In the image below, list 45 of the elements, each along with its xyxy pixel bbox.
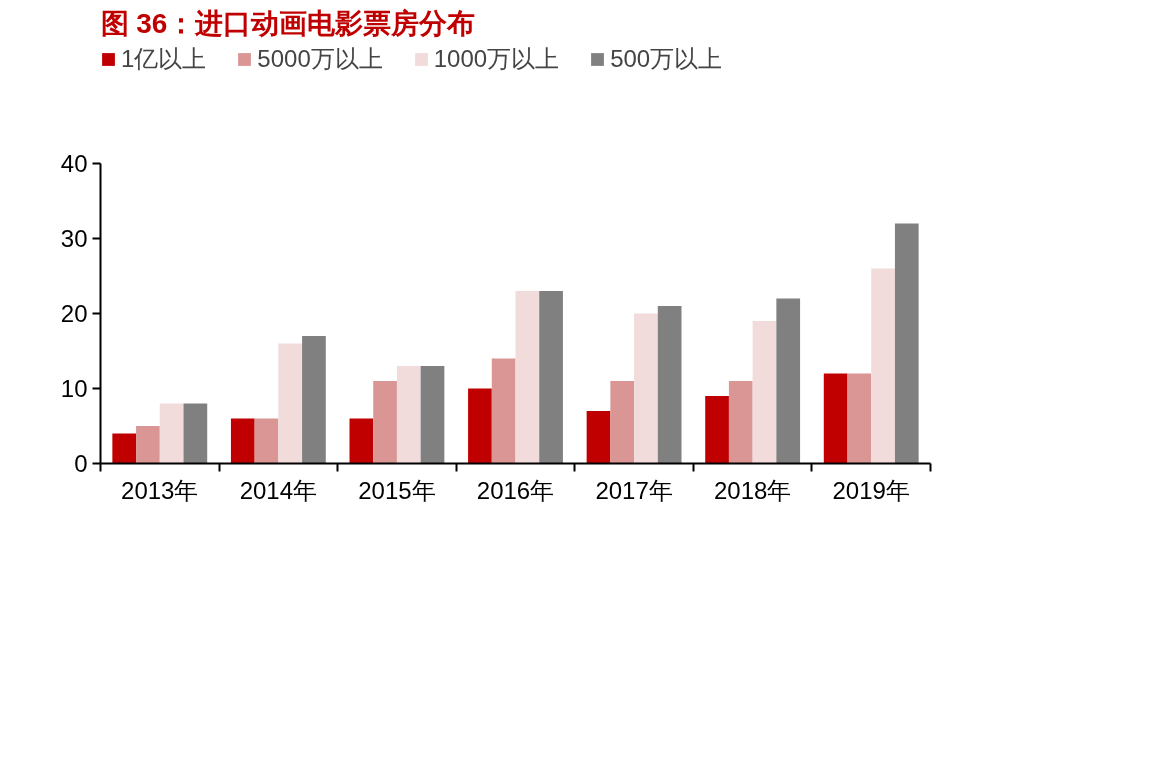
bar (254, 418, 279, 464)
y-tick-label: 20 (60, 300, 88, 327)
legend-label: 1000万以上 (433, 44, 560, 74)
bar (894, 223, 919, 464)
legend-label: 1亿以上 (121, 44, 207, 74)
chart-title: 图 36：进口动画电影票房分布 (100, 7, 476, 39)
x-tick-label: 2017年 (595, 476, 673, 504)
bar (491, 358, 516, 464)
bar (349, 418, 374, 464)
bar (373, 381, 397, 464)
x-tick-label: 2016年 (476, 476, 555, 504)
y-tick-label: 10 (60, 375, 88, 402)
bar (705, 396, 729, 464)
x-tick-label: 2019年 (832, 476, 910, 504)
bar (823, 373, 848, 464)
x-tick-label: 2018年 (713, 476, 792, 504)
bar (420, 366, 445, 464)
x-tick-label: 2014年 (239, 476, 318, 504)
bar (752, 321, 777, 464)
bar (776, 298, 801, 464)
legend-label: 5000万以上 (257, 44, 383, 74)
bar (468, 388, 492, 464)
bar (183, 403, 208, 464)
bar (396, 366, 421, 464)
bar (847, 373, 872, 464)
bar (278, 343, 303, 464)
bar (159, 403, 184, 464)
bar (634, 313, 658, 464)
bar (610, 381, 635, 464)
bar (302, 336, 326, 464)
bar (871, 268, 895, 464)
y-tick-label: 0 (74, 450, 88, 477)
x-tick-label: 2015年 (358, 476, 436, 504)
bar (586, 411, 611, 464)
bar (539, 291, 563, 464)
bar (515, 291, 540, 464)
bar (136, 426, 160, 464)
bar (657, 306, 682, 464)
bar (112, 433, 137, 464)
bar (728, 381, 753, 464)
y-tick-label: 40 (60, 150, 88, 177)
bar (230, 418, 255, 464)
x-tick-label: 2013年 (121, 476, 199, 504)
legend-label: 500万以上 (610, 44, 723, 74)
y-tick-label: 30 (60, 225, 88, 252)
